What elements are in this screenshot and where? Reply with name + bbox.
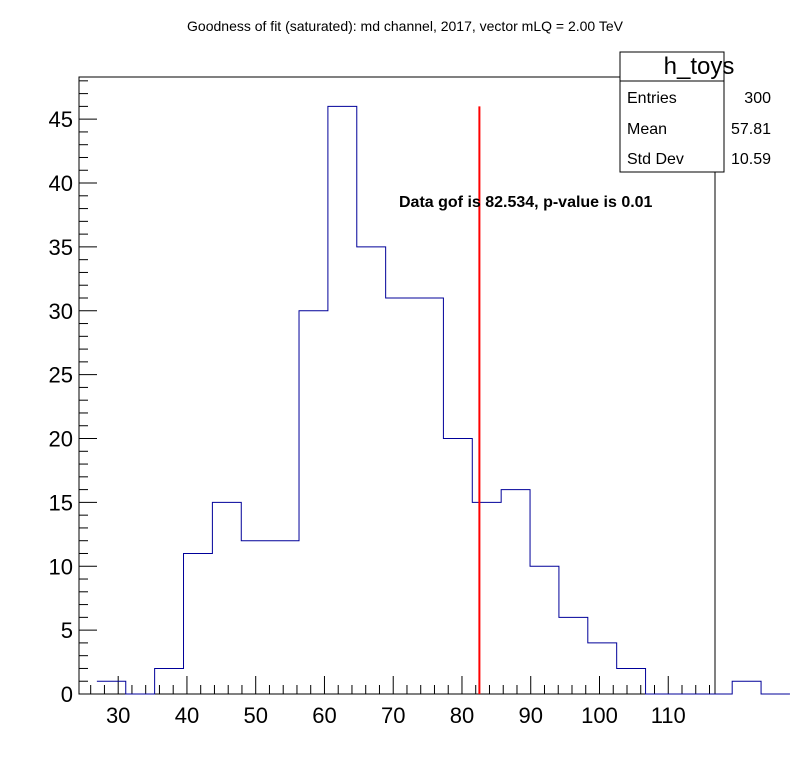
x-tick-label: 60: [312, 703, 336, 728]
y-tick-label: 10: [49, 554, 73, 579]
plot-frame: [78, 76, 716, 695]
stats-entries-value: 300: [744, 90, 771, 107]
chart-title: Goodness of fit (saturated): md channel,…: [187, 18, 624, 34]
stats-box: h_toys Entries 300 Mean 57.81 Std Dev 10…: [619, 51, 771, 173]
histogram-series-h-toys: [96, 105, 790, 695]
x-tick-label: 40: [175, 703, 199, 728]
x-tick-label: 50: [243, 703, 267, 728]
x-tick-label: 90: [518, 703, 542, 728]
y-tick-label: 30: [49, 299, 73, 324]
x-tick-label: 70: [381, 703, 405, 728]
x-tick-label: 30: [106, 703, 130, 728]
stats-box-title: h_toys: [664, 53, 735, 80]
x-tick-label: 110: [651, 703, 686, 728]
stats-box-frame: [619, 51, 725, 173]
y-tick-label: 35: [49, 235, 73, 260]
stats-stddev-label: Std Dev: [627, 151, 684, 168]
y-axis: 0 5 10 15 20 25 30 35 40 45: [49, 80, 97, 707]
stats-mean-label: Mean: [627, 121, 667, 138]
y-tick-label: 15: [49, 490, 73, 515]
y-tick-label: 5: [61, 618, 73, 643]
y-tick-label: 40: [49, 171, 73, 196]
x-axis: 30 40 50 60 70 80 90 100 110: [90, 676, 710, 728]
gof-annotation: Data gof is 82.534, p-value is 0.01: [399, 194, 653, 211]
x-tick-label: 80: [450, 703, 474, 728]
stats-entries-label: Entries: [627, 90, 677, 107]
y-tick-label: 25: [49, 363, 73, 388]
stats-stddev-value: 10.59: [731, 151, 771, 168]
stats-mean-value: 57.81: [731, 121, 771, 138]
y-tick-label: 45: [49, 107, 73, 132]
x-tick-label: 100: [581, 703, 618, 728]
y-tick-label: 0: [61, 682, 73, 707]
y-tick-label: 20: [49, 427, 73, 452]
